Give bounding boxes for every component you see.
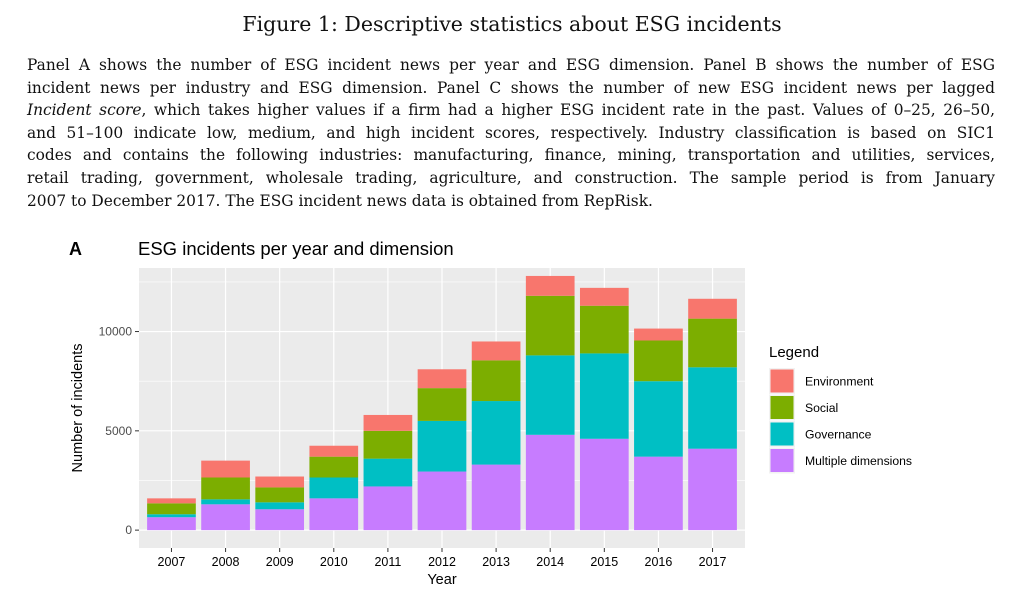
caption-line: and 51–100 indicate low, medium, and hig… <box>27 122 995 145</box>
bar-segment-multiple-dimensions <box>309 498 359 531</box>
bar-segment-governance <box>417 420 467 472</box>
bar-segment-social <box>309 456 359 478</box>
bar-segment-social <box>147 503 196 515</box>
caption-line: incident news per industry and ESG dimen… <box>27 77 995 100</box>
bar-segment-governance <box>634 381 683 457</box>
bar-segment-multiple-dimensions <box>417 471 467 531</box>
y-tick-label: 5000 <box>105 424 132 438</box>
bar-segment-multiple-dimensions <box>688 448 737 531</box>
legend: Legend Environment Social Governance Multipl… <box>769 344 912 474</box>
caption-text: , which takes higher values if a firm ha… <box>141 101 996 120</box>
bar-segment-social <box>471 360 521 402</box>
legend-swatch <box>770 449 794 472</box>
chart-title: ESG incidents per year and dimension <box>138 238 454 259</box>
bar-segment-environment <box>579 287 629 306</box>
bar-segment-environment <box>525 275 575 296</box>
caption-text: 2007 to December 2017. The ESG incident … <box>27 191 653 210</box>
bar-segment-multiple-dimensions <box>255 509 305 531</box>
bar-segment-governance <box>579 353 629 439</box>
x-tick-label: 2008 <box>212 555 240 569</box>
x-tick-label: 2014 <box>536 555 564 569</box>
y-axis-title: Number of incidents <box>70 344 86 473</box>
bar-segment-governance <box>525 355 575 435</box>
x-axis-title: Year <box>427 572 456 588</box>
x-tick-label: 2013 <box>482 555 510 569</box>
bar-segment-environment <box>688 298 737 319</box>
bar-segment-environment <box>634 328 683 341</box>
x-tick-label: 2011 <box>374 555 401 569</box>
bar-segment-multiple-dimensions <box>201 504 250 531</box>
bar-segment-environment <box>201 460 250 478</box>
bar-segment-governance <box>363 458 413 487</box>
caption-text: retail trading, government, wholesale tr… <box>27 168 995 187</box>
caption-text: codes and contains the following industr… <box>27 146 995 165</box>
bar-segment-environment <box>309 445 359 457</box>
bar-segment-multiple-dimensions <box>471 464 521 531</box>
bar-segment-social <box>525 295 575 356</box>
legend-label: Governance <box>805 428 872 442</box>
figure-title: Figure 1: Descriptive statistics about E… <box>242 12 782 36</box>
x-tick-label: 2016 <box>645 555 673 569</box>
bar-segment-governance <box>309 477 359 499</box>
legend-title: Legend <box>769 344 819 361</box>
bar-segment-multiple-dimensions <box>634 456 683 531</box>
caption-line: Panel A shows the number of ESG incident… <box>27 54 995 77</box>
caption-text: Panel A shows the number of ESG incident… <box>27 56 995 74</box>
bar-segment-governance <box>471 401 521 465</box>
bar-segment-multiple-dimensions <box>363 486 413 531</box>
panel-label: A <box>69 239 82 259</box>
legend-swatch <box>770 369 794 393</box>
caption-line: codes and contains the following industr… <box>27 144 995 167</box>
bar-segment-social <box>417 388 467 421</box>
legend-swatch <box>770 396 794 419</box>
bar-segment-environment <box>147 498 196 504</box>
x-tick-label: 2010 <box>320 555 348 569</box>
caption-italic-term: Incident score <box>27 101 142 120</box>
bar-segment-multiple-dimensions <box>525 434 575 531</box>
bar-segment-social <box>688 318 737 368</box>
x-tick-label: 2015 <box>590 555 618 569</box>
legend-label: Environment <box>805 375 874 389</box>
bar-segment-environment <box>417 369 467 389</box>
bar-segment-social <box>255 487 305 503</box>
bar-segment-social <box>363 430 413 459</box>
x-tick-label: 2009 <box>266 555 294 569</box>
caption-line: 2007 to December 2017. The ESG incident … <box>27 190 995 213</box>
x-tick-label: 2017 <box>699 555 727 569</box>
bar-segment-environment <box>471 341 521 361</box>
bar-segment-social <box>579 305 629 354</box>
bar-segment-social <box>201 477 250 500</box>
x-tick-label: 2007 <box>158 555 186 569</box>
bar-segment-multiple-dimensions <box>579 438 629 531</box>
caption-line: Incident score, which takes higher value… <box>27 99 995 122</box>
legend-swatch <box>770 422 794 446</box>
bar-segment-governance <box>201 499 250 505</box>
bar-segment-social <box>634 340 683 382</box>
y-tick-label: 10000 <box>99 325 133 339</box>
bar-segment-multiple-dimensions <box>147 517 196 531</box>
caption-line: retail trading, government, wholesale tr… <box>27 167 995 190</box>
figure-caption: Panel A shows the number of ESG incident… <box>27 54 995 212</box>
bar-segment-governance <box>688 367 737 449</box>
x-tick-label: 2012 <box>428 555 456 569</box>
caption-text: incident news per industry and ESG dimen… <box>27 78 995 97</box>
bar-segment-environment <box>363 414 413 431</box>
legend-label: Multiple dimensions <box>805 454 912 468</box>
caption-text: and 51–100 indicate low, medium, and hig… <box>27 123 995 142</box>
y-tick-label: 0 <box>125 523 132 537</box>
legend-label: Social <box>805 401 838 415</box>
bar-segment-environment <box>255 476 305 488</box>
bar-segment-governance <box>255 502 305 510</box>
bar-segment-governance <box>147 514 196 518</box>
